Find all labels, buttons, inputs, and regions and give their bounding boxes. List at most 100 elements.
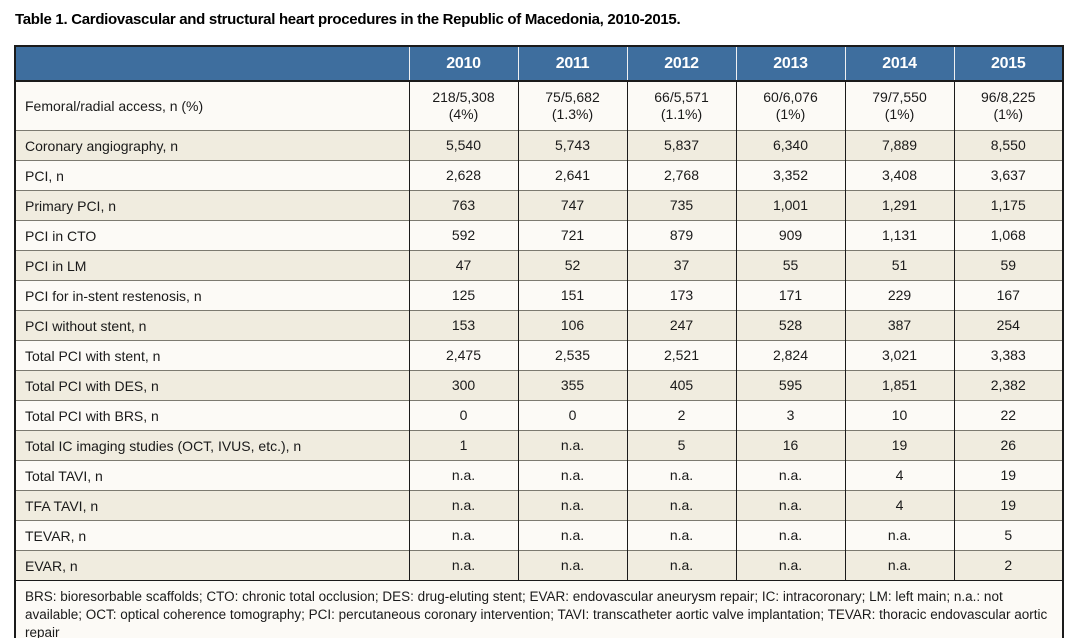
cell-value: n.a. — [735, 550, 845, 581]
cell-value: 1,068 — [953, 220, 1063, 251]
table-row: PCI without stent, n 153 106 247 528 387… — [15, 310, 1063, 341]
cell-value: n.a. — [517, 490, 627, 521]
procedures-table: 2010 2011 2012 2013 2014 2015 Femoral/ra… — [14, 45, 1064, 638]
cell-value: 3,021 — [844, 340, 954, 371]
cell-value: 735 — [626, 190, 736, 221]
table-row: Total PCI with DES, n 300 355 405 595 1,… — [15, 370, 1063, 401]
table-row: Total IC imaging studies (OCT, IVUS, etc… — [15, 430, 1063, 461]
row-label: Total PCI with DES, n — [15, 370, 409, 401]
cell-value: 2 — [626, 400, 736, 431]
cell-value: 19 — [953, 460, 1063, 491]
column-header-year: 2015 — [953, 46, 1063, 82]
cell-value: 167 — [953, 280, 1063, 311]
table-header: 2010 2011 2012 2013 2014 2015 — [15, 46, 1063, 82]
cell-value: 4 — [844, 490, 954, 521]
cell-value: 66/5,571 (1.1%) — [626, 81, 736, 131]
cell-value: 747 — [517, 190, 627, 221]
cell-value: n.a. — [844, 520, 954, 551]
cell-value: 1,175 — [953, 190, 1063, 221]
cell-value: 8,550 — [953, 130, 1063, 161]
cell-value: n.a. — [408, 490, 518, 521]
cell-value: 106 — [517, 310, 627, 341]
table-row: PCI in CTO 592 721 879 909 1,131 1,068 — [15, 220, 1063, 251]
cell-value: 595 — [735, 370, 845, 401]
row-label: EVAR, n — [15, 550, 409, 581]
cell-value: n.a. — [626, 460, 736, 491]
column-header-blank — [15, 46, 409, 82]
table-row: PCI, n 2,628 2,641 2,768 3,352 3,408 3,6… — [15, 160, 1063, 191]
cell-value: n.a. — [408, 460, 518, 491]
cell-value: 2,521 — [626, 340, 736, 371]
cell-value: 75/5,682 (1.3%) — [517, 81, 627, 131]
cell-value: 153 — [408, 310, 518, 341]
cell-value: 218/5,308 (4%) — [408, 81, 518, 131]
cell-value: 1 — [408, 430, 518, 461]
cell-value: 37 — [626, 250, 736, 281]
cell-value: 96/8,225 (1%) — [953, 81, 1063, 131]
cell-value: 5,837 — [626, 130, 736, 161]
cell-value: 763 — [408, 190, 518, 221]
cell-value: 2 — [953, 550, 1063, 581]
cell-value: 55 — [735, 250, 845, 281]
table-row: PCI in LM 47 52 37 55 51 59 — [15, 250, 1063, 281]
row-label: Coronary angiography, n — [15, 130, 409, 161]
cell-value: 2,535 — [517, 340, 627, 371]
cell-value: n.a. — [517, 460, 627, 491]
cell-value: 5,540 — [408, 130, 518, 161]
column-header-year: 2011 — [517, 46, 627, 82]
cell-value: 79/7,550 (1%) — [844, 81, 954, 131]
cell-value: 22 — [953, 400, 1063, 431]
cell-value: 59 — [953, 250, 1063, 281]
row-label: Total IC imaging studies (OCT, IVUS, etc… — [15, 430, 409, 461]
column-header-year: 2012 — [626, 46, 736, 82]
cell-value: 47 — [408, 250, 518, 281]
cell-value: 19 — [953, 490, 1063, 521]
cell-value: 4 — [844, 460, 954, 491]
cell-value: 3 — [735, 400, 845, 431]
row-label: PCI in LM — [15, 250, 409, 281]
row-label: PCI in CTO — [15, 220, 409, 251]
cell-value: 300 — [408, 370, 518, 401]
cell-value: 1,851 — [844, 370, 954, 401]
row-label: Femoral/radial access, n (%) — [15, 81, 409, 131]
cell-value: n.a. — [517, 550, 627, 581]
cell-value: 247 — [626, 310, 736, 341]
cell-value: 879 — [626, 220, 736, 251]
abbreviations-footnote: BRS: bioresorbable scaffolds; CTO: chron… — [15, 580, 1063, 638]
row-label: TEVAR, n — [15, 520, 409, 551]
row-label: Total TAVI, n — [15, 460, 409, 491]
row-label: PCI for in-stent restenosis, n — [15, 280, 409, 311]
cell-value: 52 — [517, 250, 627, 281]
table-row: PCI for in-stent restenosis, n 125 151 1… — [15, 280, 1063, 311]
cell-value: n.a. — [408, 550, 518, 581]
cell-value: 2,824 — [735, 340, 845, 371]
cell-value: n.a. — [408, 520, 518, 551]
table-row: Femoral/radial access, n (%) 218/5,308 (… — [15, 81, 1063, 131]
cell-value: 3,637 — [953, 160, 1063, 191]
cell-value: 7,889 — [844, 130, 954, 161]
cell-value: 528 — [735, 310, 845, 341]
row-label: Total PCI with BRS, n — [15, 400, 409, 431]
cell-value: 2,628 — [408, 160, 518, 191]
cell-value: n.a. — [735, 490, 845, 521]
row-label: TFA TAVI, n — [15, 490, 409, 521]
cell-value: 60/6,076 (1%) — [735, 81, 845, 131]
cell-value: 2,382 — [953, 370, 1063, 401]
row-label: Total PCI with stent, n — [15, 340, 409, 371]
table-row: Total PCI with stent, n 2,475 2,535 2,52… — [15, 340, 1063, 371]
cell-value: 16 — [735, 430, 845, 461]
footnote-row: BRS: bioresorbable scaffolds; CTO: chron… — [15, 580, 1063, 638]
cell-value: 51 — [844, 250, 954, 281]
column-header-year: 2013 — [735, 46, 845, 82]
cell-value: 3,352 — [735, 160, 845, 191]
cell-value: 1,001 — [735, 190, 845, 221]
cell-value: 909 — [735, 220, 845, 251]
row-label: PCI, n — [15, 160, 409, 191]
table-row: EVAR, n n.a. n.a. n.a. n.a. n.a. 2 — [15, 550, 1063, 581]
cell-value: 5,743 — [517, 130, 627, 161]
row-label: PCI without stent, n — [15, 310, 409, 341]
table-row: Total PCI with BRS, n 0 0 2 3 10 22 — [15, 400, 1063, 431]
cell-value: 173 — [626, 280, 736, 311]
cell-value: n.a. — [735, 460, 845, 491]
